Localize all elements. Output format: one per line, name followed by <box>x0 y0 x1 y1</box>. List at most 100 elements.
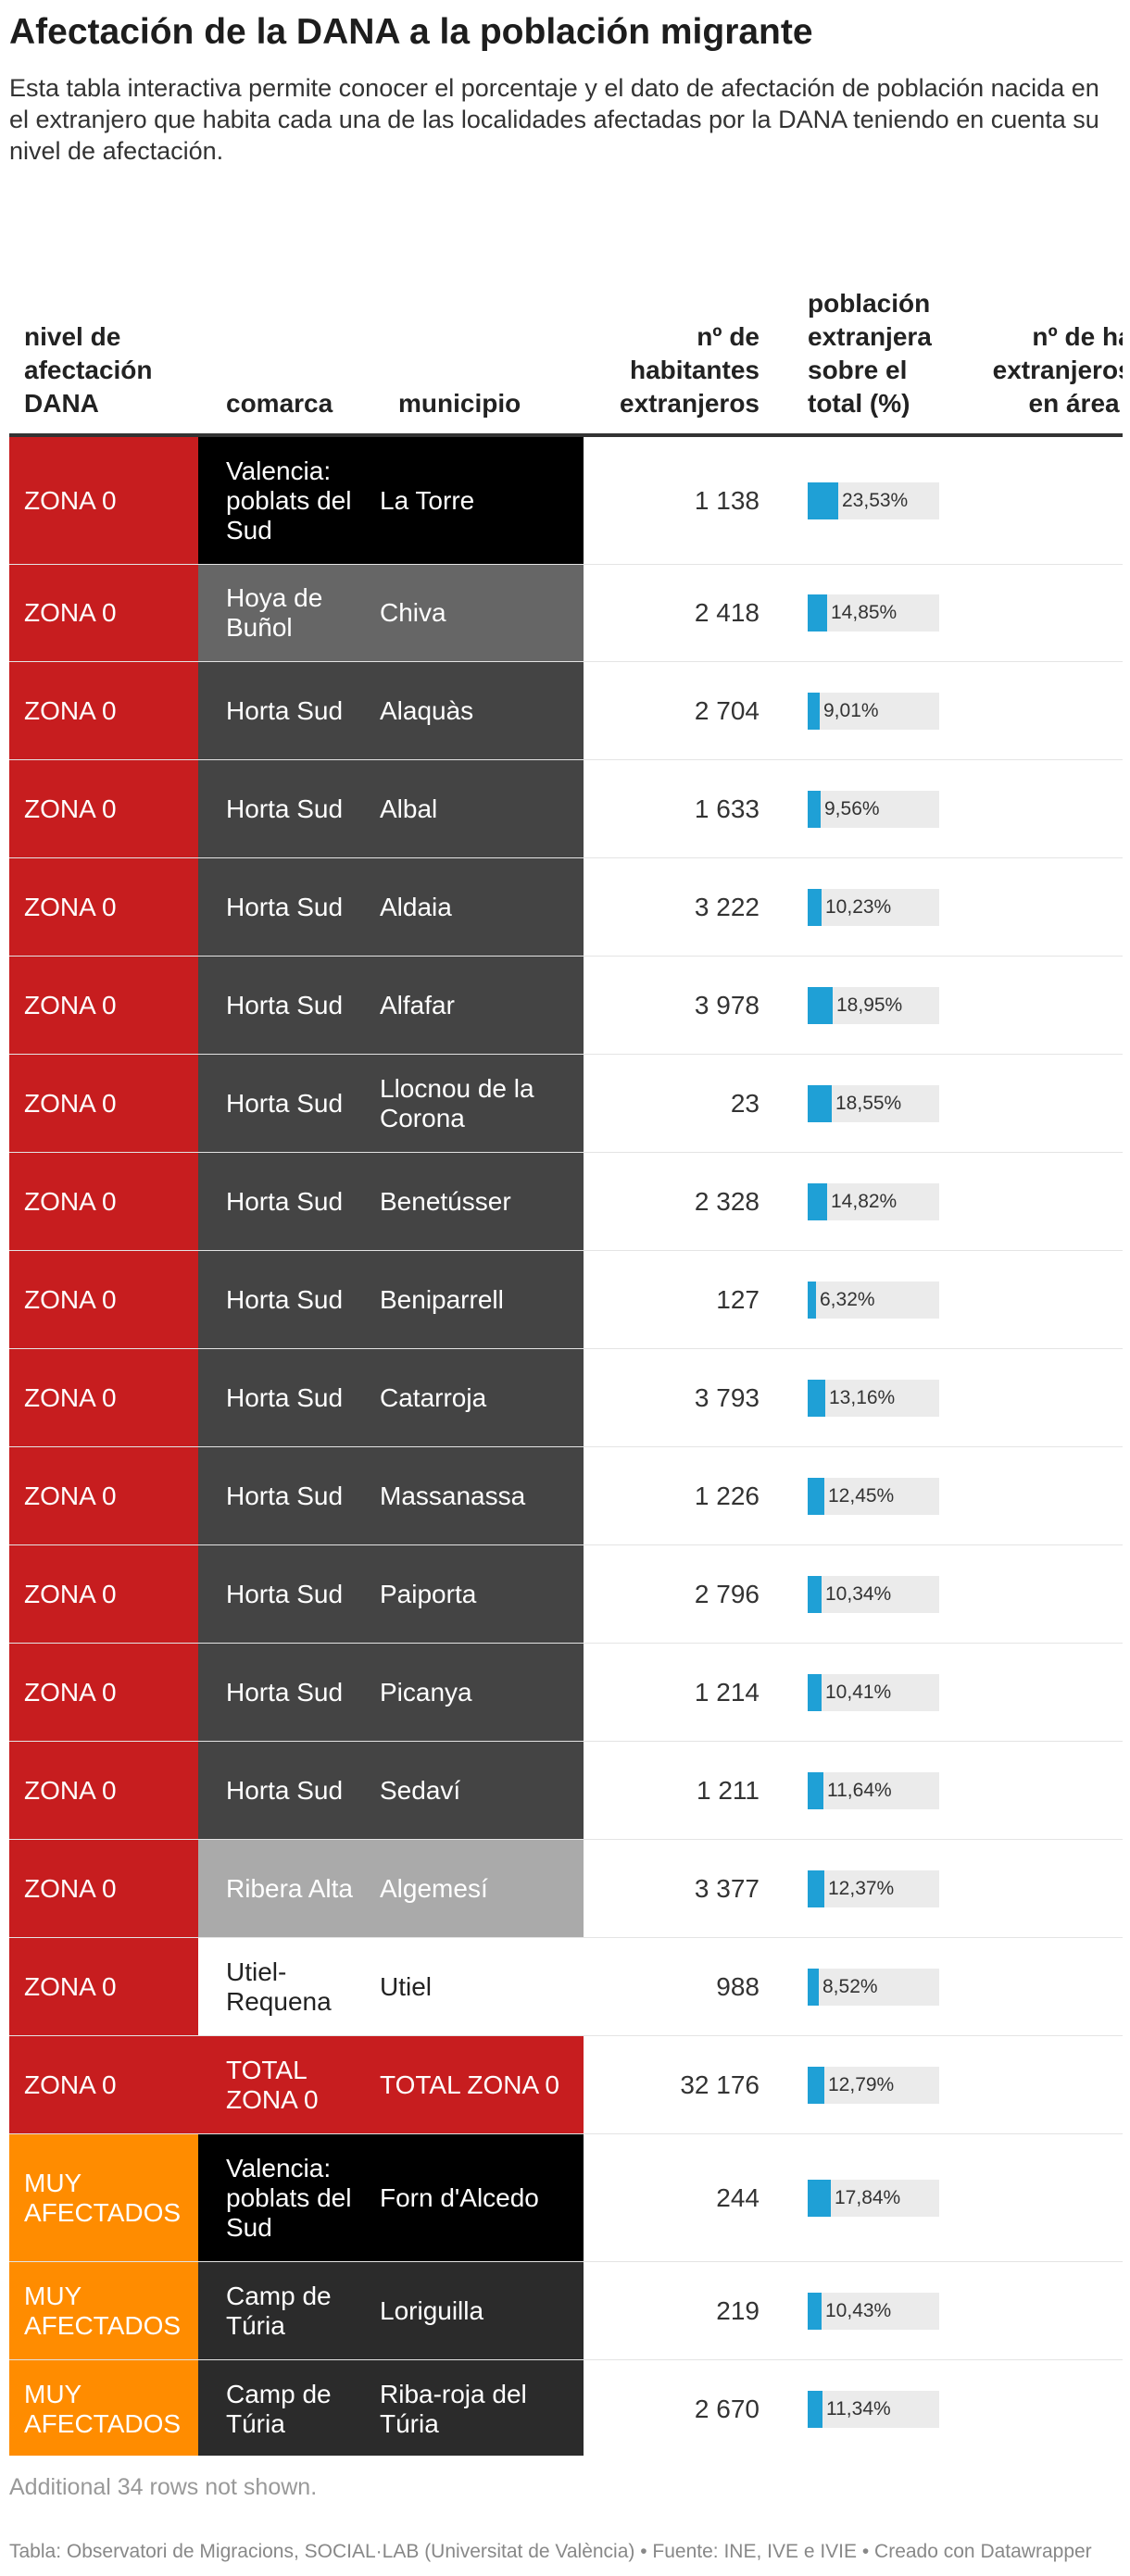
cell-municipio: Paiporta <box>369 1545 584 1643</box>
column-header-municipio[interactable]: municipio <box>398 389 521 418</box>
bar-track: 14,82% <box>808 1182 939 1220</box>
column-header-level[interactable]: nivel de afectación DANA <box>24 322 153 418</box>
bar-value-label: 12,45% <box>828 1484 895 1507</box>
table-row: MUY AFECTADOS Camp de Túria Loriguilla 219 1… <box>9 2262 1123 2360</box>
bar-value-label: 11,34% <box>826 2397 891 2420</box>
table-row: ZONA 0 Horta Sud Paiporta 2 796 10,34% <box>9 1545 1123 1644</box>
bar-mark <box>808 2390 822 2428</box>
cell-porcentaje: 8,52% <box>808 1938 939 2035</box>
cell-level: MUY AFECTADOS <box>9 2134 198 2261</box>
table-row: ZONA 0 TOTAL ZONA 0 TOTAL ZONA 0 32 176 12,7… <box>9 2036 1123 2134</box>
table-row: ZONA 0 Horta Sud Massanassa 1 226 12,45% <box>9 1447 1123 1545</box>
bar-mark <box>808 1771 823 1809</box>
bar-track: 18,55% <box>808 1084 939 1122</box>
bar-value-label: 17,84% <box>835 2186 901 2208</box>
cell-comarca: Horta Sud <box>198 1545 369 1643</box>
cell-municipio: La Torre <box>369 437 584 564</box>
column-header-area[interactable]: nº de habitantes extranjeros residen en … <box>992 322 1123 418</box>
cell-comarca: Horta Sud <box>198 1349 369 1446</box>
cell-comarca: Horta Sud <box>198 662 369 759</box>
cell-level: ZONA 0 <box>9 858 198 956</box>
cell-porcentaje: 9,56% <box>808 760 939 857</box>
cell-municipio: Riba-roja del Túria <box>369 2360 584 2456</box>
bar-value-label: 18,95% <box>836 994 903 1016</box>
data-table: nivel de afectación DANA comarca municip… <box>9 196 1123 2456</box>
cell-porcentaje: 6,32% <box>808 1251 939 1348</box>
table-row: ZONA 0 Horta Sud Benetússer 2 328 14,82% <box>9 1153 1123 1251</box>
cell-habitantes: 23 <box>730 1088 760 1118</box>
rows-hidden-note[interactable]: Additional 34 rows not shown. <box>9 2474 318 2500</box>
cell-porcentaje: 13,16% <box>808 1349 939 1446</box>
bar-mark <box>808 888 822 926</box>
column-header-habitantes[interactable]: nº de habitantes extranjeros <box>620 322 760 418</box>
table-row: MUY AFECTADOS Camp de Túria Riba-roja del … <box>9 2360 1123 2456</box>
column-header-comarca[interactable]: comarca <box>226 389 333 418</box>
bar-track: 10,43% <box>808 2292 939 2330</box>
cell-habitantes: 1 633 <box>694 794 760 823</box>
cell-comarca: Horta Sud <box>198 760 369 857</box>
bar-track: 8,52% <box>808 1968 939 2006</box>
table-row: MUY AFECTADOS Valencia: poblats del Sud Fo… <box>9 2134 1123 2262</box>
bar-value-label: 10,43% <box>825 2299 892 2321</box>
cell-habitantes: 1 226 <box>694 1481 760 1510</box>
bar-value-label: 8,52% <box>822 1975 878 1997</box>
cell-porcentaje: 9,01% <box>808 662 939 759</box>
bar-mark <box>808 2292 822 2330</box>
cell-level: ZONA 0 <box>9 1251 198 1348</box>
chart-description: Esta tabla interactiva permite conocer e… <box>9 74 1099 165</box>
cell-level: MUY AFECTADOS <box>9 2262 198 2359</box>
cell-level: MUY AFECTADOS <box>9 2360 198 2456</box>
bar-mark <box>808 481 838 519</box>
cell-habitantes: 3 978 <box>694 990 760 1019</box>
cell-level: ZONA 0 <box>9 1349 198 1446</box>
bar-value-label: 14,82% <box>831 1190 898 1212</box>
bar-track: 18,95% <box>808 986 939 1024</box>
bar-mark <box>808 594 827 631</box>
table-row: ZONA 0 Horta Sud Alfafar 3 978 18,95% <box>9 957 1123 1055</box>
cell-porcentaje: 11,34% <box>808 2360 939 2456</box>
cell-porcentaje: 10,43% <box>808 2262 939 2359</box>
cell-porcentaje: 17,84% <box>808 2134 939 2261</box>
cell-area <box>991 1742 1123 1839</box>
bar-mark <box>808 1379 825 1417</box>
cell-habitantes: 127 <box>716 1284 760 1314</box>
cell-municipio: Chiva <box>369 565 584 661</box>
cell-habitantes: 1 214 <box>694 1677 760 1707</box>
cell-area: 80 <box>991 437 1123 564</box>
bar-mark <box>808 986 833 1024</box>
column-header-porcentaje[interactable]: población extranjera sobre el total (%) <box>808 289 932 418</box>
cell-level: ZONA 0 <box>9 1938 198 2035</box>
bar-value-label: 12,37% <box>828 1877 895 1899</box>
cell-municipio: Catarroja <box>369 1349 584 1446</box>
table-row: ZONA 0 Horta Sud Picanya 1 214 10,41% <box>9 1644 1123 1742</box>
cell-municipio: Llocnou de la Corona <box>369 1055 584 1152</box>
cell-municipio: Alaquàs <box>369 662 584 759</box>
cell-comarca: Horta Sud <box>198 1742 369 1839</box>
cell-comarca: Horta Sud <box>198 1644 369 1741</box>
cell-municipio: Massanassa <box>369 1447 584 1544</box>
bar-mark <box>808 2066 824 2104</box>
bar-value-label: 13,16% <box>829 1386 896 1408</box>
cell-habitantes: 988 <box>716 1971 760 2001</box>
cell-area: 16 <box>991 2360 1123 2456</box>
cell-habitantes: 3 377 <box>694 1873 760 1903</box>
cell-comarca: Camp de Túria <box>198 2262 369 2359</box>
cell-habitantes: 1 138 <box>694 485 760 515</box>
cell-habitantes: 2 670 <box>694 2394 760 2423</box>
cell-area <box>991 858 1123 956</box>
cell-habitantes: 1 211 <box>697 1775 760 1805</box>
cell-habitantes: 2 328 <box>694 1186 760 1216</box>
cell-comarca: Horta Sud <box>198 1251 369 1348</box>
bar-mark <box>808 1477 824 1515</box>
table-row: ZONA 0 Horta Sud Llocnou de la Corona 23 18,… <box>9 1055 1123 1153</box>
cell-level: ZONA 0 <box>9 662 198 759</box>
bar-mark <box>808 1281 816 1319</box>
bar-track: 10,34% <box>808 1575 939 1613</box>
cell-area <box>991 1545 1123 1643</box>
cell-porcentaje: 10,41% <box>808 1644 939 1741</box>
bar-mark <box>808 1869 824 1907</box>
cell-municipio: Picanya <box>369 1644 584 1741</box>
cell-municipio: Aldaia <box>369 858 584 956</box>
cell-habitantes: 244 <box>716 2182 760 2212</box>
cell-area: 71 <box>991 662 1123 759</box>
